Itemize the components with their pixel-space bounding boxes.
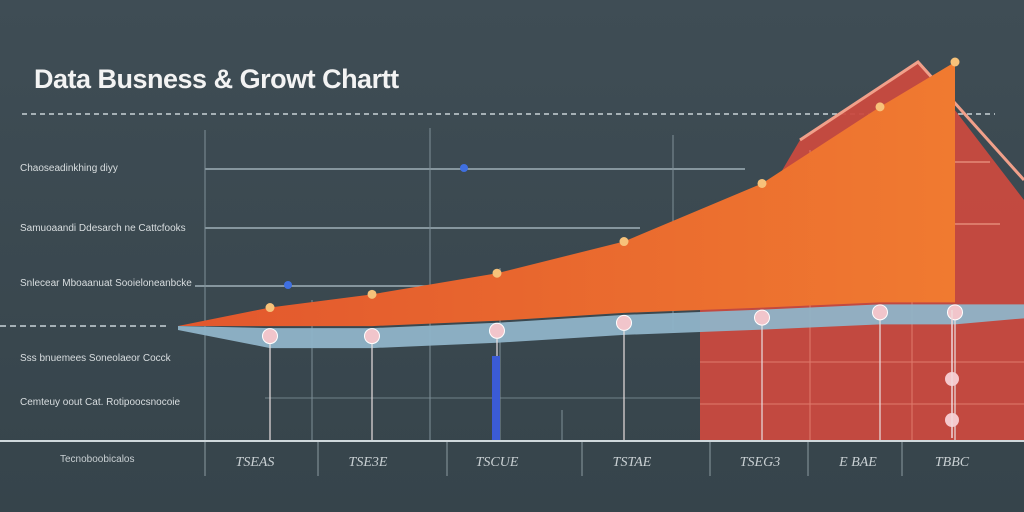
series-1-point-7 <box>950 57 960 67</box>
series-layer <box>178 57 1024 440</box>
y-label-2: Samuoaandi Ddesarch ne Cattcfooks <box>20 223 186 234</box>
blue-bar <box>492 356 500 440</box>
blue-marker-2 <box>284 281 292 289</box>
roof-edge <box>799 60 1024 182</box>
series-1-point-4 <box>619 237 629 247</box>
series-2-point-2 <box>364 328 380 345</box>
x-tick-label-5: TSEG3 <box>740 455 780 470</box>
y-label-5: Cemteuy oout Cat. Rotipoocsnocoie <box>20 397 181 408</box>
x-axis-caption: Tecnoboobicalos <box>60 454 135 465</box>
series-1-point-2 <box>367 289 377 299</box>
y-label-3: Snlecear Mboaanuat Sooieloneanbcke <box>20 278 192 289</box>
series-1-point-1 <box>265 303 275 313</box>
series-2-point-7 <box>947 304 963 321</box>
series-2-point-3 <box>489 322 505 339</box>
x-tick-label-2: TSE3E <box>349 455 388 470</box>
x-tick-label-4: TSTAE <box>613 455 652 470</box>
y-label-1: Chaoseadinkhing diyy <box>20 163 118 174</box>
series-2-point-5 <box>754 309 770 326</box>
series-1-point-3 <box>492 268 502 278</box>
series-2-point-4 <box>616 314 632 331</box>
x-tick-label-7: TBBC <box>935 455 970 470</box>
chart-title: Data Busness & Growt Chartt <box>34 64 399 94</box>
x-tick-label-1: TSEAS <box>236 455 275 470</box>
series-2-point-6 <box>872 304 888 321</box>
series-1-point-5 <box>757 178 767 188</box>
series-1-point-6 <box>875 102 885 112</box>
y-label-4: Sss bnuemees Soneolaeor Cocck <box>20 353 171 364</box>
xtick-layer: TSEAS TSE3E TSCUE TSTAE TSEG3 E BAE TBBC <box>204 442 970 476</box>
blue-marker-1 <box>460 164 468 172</box>
series-2-point-1 <box>262 328 278 345</box>
series-2-band <box>178 304 1024 349</box>
x-tick-label-3: TSCUE <box>476 455 519 470</box>
x-tick-label-6: E BAE <box>838 455 877 470</box>
series-1-area <box>178 62 955 327</box>
